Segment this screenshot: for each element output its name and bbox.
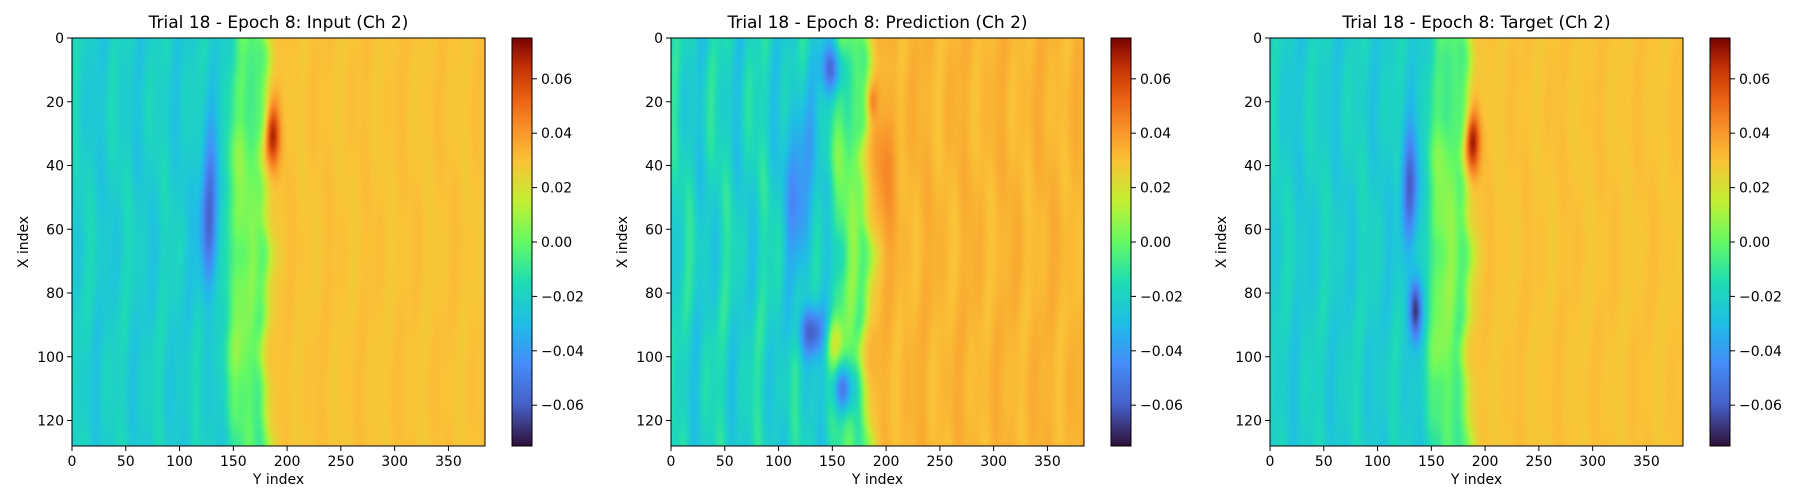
colorbar-tick-label: 0.04	[1140, 126, 1171, 142]
x-tick-label: 300	[381, 454, 408, 470]
y-axis-label: X index	[615, 216, 631, 268]
x-tick-label: 50	[1315, 454, 1333, 470]
chart-title: Trial 18 - Epoch 8: Target (Ch 2)	[1341, 13, 1610, 33]
y-tick-label: 0	[654, 31, 663, 47]
heatmap-image	[671, 38, 1084, 446]
y-tick-label: 80	[645, 286, 663, 302]
colorbar-tick-label: −0.02	[1140, 289, 1183, 305]
y-tick-label: 20	[645, 95, 663, 111]
colorbar-tick-label: 0.06	[1739, 72, 1770, 88]
y-tick-label: 40	[46, 159, 64, 175]
colorbar-tick-label: −0.04	[1140, 344, 1183, 360]
x-tick-label: 150	[1418, 454, 1445, 470]
colorbar-tick-label: 0.04	[541, 126, 572, 142]
colorbar-gradient	[512, 38, 532, 446]
axes-frame	[71, 37, 486, 447]
y-axis-label: X index	[1214, 216, 1230, 268]
colorbar-tick-label: −0.06	[541, 398, 584, 414]
panel-1: Trial 18 - Epoch 8: Input (Ch 2) 0 50 100 15…	[16, 13, 584, 488]
y-tick-label: 60	[645, 222, 663, 238]
y-tick-label: 100	[37, 350, 64, 366]
colorbar-tick-label: −0.06	[1140, 398, 1183, 414]
colorbar-gradient	[1710, 38, 1730, 446]
x-tick-label: 200	[873, 454, 900, 470]
x-tick-label: 350	[435, 454, 462, 470]
x-tick-label: 0	[68, 454, 77, 470]
y-tick-label: 20	[1244, 95, 1262, 111]
panel-2: Trial 18 - Epoch 8: Prediction (Ch 2) 0 50…	[615, 13, 1183, 488]
x-tick-label: 100	[1364, 454, 1391, 470]
colorbar-tick-label: −0.02	[541, 289, 584, 305]
x-tick-label: 150	[819, 454, 846, 470]
x-tick-label: 300	[1579, 454, 1606, 470]
y-tick-label: 80	[1244, 286, 1262, 302]
x-tick-label: 300	[980, 454, 1007, 470]
colorbar: 0.06 0.04 0.02 0.00 −0.02 −0.04 −0.06	[1709, 37, 1782, 447]
x-tick-label: 100	[765, 454, 792, 470]
axes-frame	[670, 37, 1085, 447]
colorbar-tick-label: −0.04	[1739, 344, 1782, 360]
y-tick-label: 0	[55, 31, 64, 47]
colorbar-tick-label: 0.00	[541, 235, 572, 251]
chart-title: Trial 18 - Epoch 8: Input (Ch 2)	[148, 13, 409, 33]
chart-title: Trial 18 - Epoch 8: Prediction (Ch 2)	[726, 13, 1027, 33]
x-tick-label: 0	[667, 454, 676, 470]
y-tick-label: 40	[645, 159, 663, 175]
y-tick-label: 40	[1244, 159, 1262, 175]
x-axis-label: Y index	[851, 472, 903, 488]
panel-3: Trial 18 - Epoch 8: Target (Ch 2) 0 50 100 1…	[1214, 13, 1782, 488]
x-tick-label: 150	[220, 454, 247, 470]
x-axis-label: Y index	[252, 472, 304, 488]
x-tick-label: 200	[274, 454, 301, 470]
colorbar-gradient	[1111, 38, 1131, 446]
y-tick-label: 20	[46, 95, 64, 111]
y-tick-label: 100	[1235, 350, 1262, 366]
y-tick-label: 120	[636, 414, 663, 430]
y-tick-label: 60	[1244, 222, 1262, 238]
colorbar: 0.06 0.04 0.02 0.00 −0.02 −0.04 −0.06	[511, 37, 584, 447]
colorbar-tick-label: −0.06	[1739, 398, 1782, 414]
colorbar-tick-label: 0.04	[1739, 126, 1770, 142]
y-axis-label: X index	[16, 216, 32, 268]
axes-frame	[1269, 37, 1684, 447]
colorbar-tick-label: 0.06	[1140, 72, 1171, 88]
colorbar-tick-label: −0.04	[541, 344, 584, 360]
y-tick-label: 80	[46, 286, 64, 302]
colorbar-tick-label: 0.02	[1140, 181, 1171, 197]
colorbar-tick-label: 0.00	[1739, 235, 1770, 251]
x-tick-label: 50	[117, 454, 135, 470]
x-tick-label: 200	[1472, 454, 1499, 470]
x-tick-label: 50	[716, 454, 734, 470]
colorbar-tick-label: −0.02	[1739, 289, 1782, 305]
x-tick-label: 250	[328, 454, 355, 470]
x-tick-label: 250	[1526, 454, 1553, 470]
colorbar-tick-label: 0.02	[1739, 181, 1770, 197]
y-tick-label: 60	[46, 222, 64, 238]
colorbar: 0.06 0.04 0.02 0.00 −0.02 −0.04 −0.06	[1110, 37, 1183, 447]
heatmap-image	[1270, 38, 1683, 446]
x-tick-label: 350	[1633, 454, 1660, 470]
colorbar-tick-label: 0.02	[541, 181, 572, 197]
x-tick-label: 0	[1266, 454, 1275, 470]
colorbar-tick-label: 0.06	[541, 72, 572, 88]
heatmap-image	[72, 38, 485, 446]
x-tick-label: 250	[927, 454, 954, 470]
colorbar-tick-label: 0.00	[1140, 235, 1171, 251]
y-tick-label: 100	[636, 350, 663, 366]
y-tick-label: 120	[1235, 414, 1262, 430]
x-tick-label: 350	[1034, 454, 1061, 470]
y-tick-label: 120	[37, 414, 64, 430]
x-tick-label: 100	[166, 454, 193, 470]
x-axis-label: Y index	[1450, 472, 1502, 488]
y-tick-label: 0	[1253, 31, 1262, 47]
